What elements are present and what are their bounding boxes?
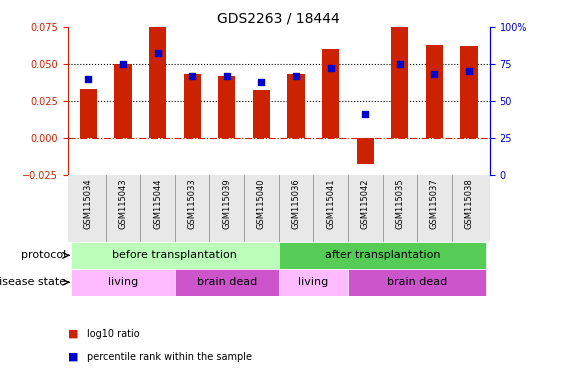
- Bar: [287, 74, 305, 138]
- Bar: [348, 269, 486, 296]
- Text: before transplantation: before transplantation: [113, 250, 237, 260]
- Text: GSM115038: GSM115038: [464, 178, 473, 229]
- Bar: [253, 91, 270, 138]
- Text: GSM115042: GSM115042: [361, 178, 370, 228]
- Bar: [426, 45, 443, 138]
- Text: ■: ■: [68, 352, 78, 362]
- Text: GSM115034: GSM115034: [84, 178, 93, 229]
- Point: [464, 68, 473, 74]
- Point: [153, 50, 162, 56]
- Point: [395, 61, 404, 67]
- Text: GSM115040: GSM115040: [257, 178, 266, 228]
- Text: GSM115041: GSM115041: [326, 178, 335, 228]
- Text: GSM115037: GSM115037: [430, 178, 439, 229]
- Text: brain dead: brain dead: [387, 277, 447, 287]
- Bar: [322, 49, 339, 138]
- Text: brain dead: brain dead: [196, 277, 257, 287]
- Bar: [356, 138, 374, 164]
- Bar: [184, 74, 201, 138]
- Bar: [461, 46, 477, 138]
- Text: GSM115044: GSM115044: [153, 178, 162, 228]
- Text: GSM115043: GSM115043: [118, 178, 127, 229]
- Bar: [114, 64, 132, 138]
- Point: [257, 78, 266, 84]
- Text: living: living: [298, 277, 328, 287]
- Point: [430, 71, 439, 77]
- Title: GDS2263 / 18444: GDS2263 / 18444: [217, 12, 340, 26]
- Text: GSM115039: GSM115039: [222, 178, 231, 229]
- Point: [84, 76, 93, 82]
- Point: [361, 111, 370, 117]
- Text: percentile rank within the sample: percentile rank within the sample: [87, 352, 252, 362]
- Bar: [175, 269, 279, 296]
- Bar: [71, 242, 279, 269]
- Point: [292, 73, 301, 79]
- Text: protocol: protocol: [21, 250, 66, 260]
- Bar: [279, 242, 486, 269]
- Text: disease state: disease state: [0, 277, 66, 287]
- Text: ■: ■: [68, 329, 78, 339]
- Bar: [218, 76, 235, 138]
- Point: [118, 61, 127, 67]
- Text: after transplantation: after transplantation: [325, 250, 440, 260]
- Text: log10 ratio: log10 ratio: [87, 329, 140, 339]
- Text: living: living: [108, 277, 138, 287]
- Bar: [80, 89, 97, 138]
- Text: GSM115035: GSM115035: [395, 178, 404, 229]
- Text: GSM115033: GSM115033: [187, 178, 196, 229]
- Point: [326, 65, 335, 71]
- Bar: [279, 269, 348, 296]
- Point: [187, 73, 196, 79]
- Text: GSM115036: GSM115036: [292, 178, 301, 229]
- Bar: [391, 27, 409, 138]
- Bar: [71, 269, 175, 296]
- Point: [222, 73, 231, 79]
- Bar: [149, 27, 166, 138]
